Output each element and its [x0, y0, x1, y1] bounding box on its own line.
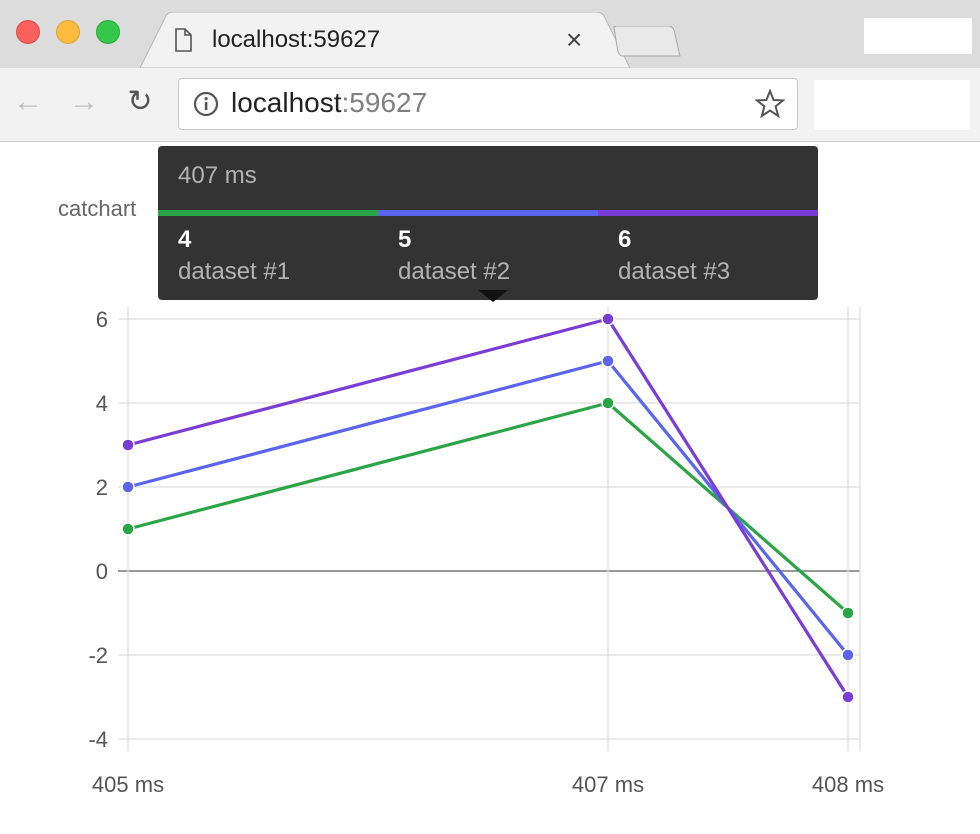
y-tick-label: -4: [88, 727, 108, 752]
data-point-2: [601, 354, 615, 368]
tooltip-color-bar-1: [158, 210, 378, 216]
url-text[interactable]: localhost:59627: [231, 87, 428, 118]
x-tick-label: 408 ms: [812, 772, 884, 797]
tooltip-value-3: 6: [618, 226, 632, 253]
data-point-3: [601, 312, 615, 326]
series-line-1: [127, 401, 850, 615]
tab-strip: localhost:59627 ×: [0, 0, 980, 68]
y-tick-label: 2: [96, 475, 108, 500]
new-tab-button[interactable]: [612, 26, 682, 58]
minimize-window-button[interactable]: [56, 20, 80, 44]
y-tick-label: 0: [96, 559, 108, 584]
line-chart: catchart 6 4 2 0 -2 -4 405 ms 407 ms 408 ms: [58, 196, 884, 797]
reload-icon[interactable]: ↻: [127, 85, 153, 118]
series-line-3: [127, 317, 850, 698]
browser-toolbar: ← → ↻ localhost:59627: [0, 68, 980, 142]
data-point-1: [601, 396, 615, 410]
toolbar-blank-area: [814, 80, 970, 130]
x-tick-label: 407 ms: [572, 772, 644, 797]
bookmark-star-icon[interactable]: [755, 89, 785, 119]
page-icon: [175, 28, 192, 52]
chart-tooltip: 407 ms 4 dataset #1 5 dataset #2 6 datas…: [158, 146, 818, 300]
tooltip-title: 407 ms: [178, 162, 257, 189]
chart-title: catchart: [58, 196, 136, 221]
close-window-button[interactable]: [16, 20, 40, 44]
data-point-3: [841, 690, 855, 704]
maximize-window-button[interactable]: [96, 20, 120, 44]
tooltip-value-1: 4: [178, 226, 192, 253]
tooltip-color-bar-3: [598, 210, 818, 216]
data-point-1: [841, 606, 855, 620]
address-bar[interactable]: localhost:59627: [178, 78, 798, 130]
back-arrow-icon[interactable]: ←: [13, 85, 43, 118]
tab-title: localhost:59627: [212, 26, 381, 53]
y-tick-label: 4: [96, 391, 108, 416]
tooltip-color-bar-2: [378, 210, 598, 216]
data-point-2: [841, 648, 855, 662]
data-point-3: [121, 438, 135, 452]
tooltip-pointer: [478, 290, 508, 302]
series-line-2: [127, 359, 850, 657]
x-tick-label: 405 ms: [92, 772, 164, 797]
info-icon[interactable]: [193, 91, 219, 117]
tab-close-icon[interactable]: ×: [566, 24, 583, 55]
tooltip-value-2: 5: [398, 226, 412, 253]
y-tick-label: -2: [88, 643, 108, 668]
y-tick-label: 6: [96, 307, 108, 332]
forward-arrow-icon[interactable]: →: [69, 85, 99, 118]
tab-strip-blank-area: [864, 18, 972, 54]
active-tab[interactable]: localhost:59627 ×: [140, 12, 630, 68]
tooltip-series-1: dataset #1: [178, 258, 291, 285]
tooltip-series-3: dataset #3: [618, 258, 731, 285]
tooltip-series-2: dataset #2: [398, 258, 511, 285]
data-point-2: [121, 480, 135, 494]
data-point-1: [121, 522, 135, 536]
